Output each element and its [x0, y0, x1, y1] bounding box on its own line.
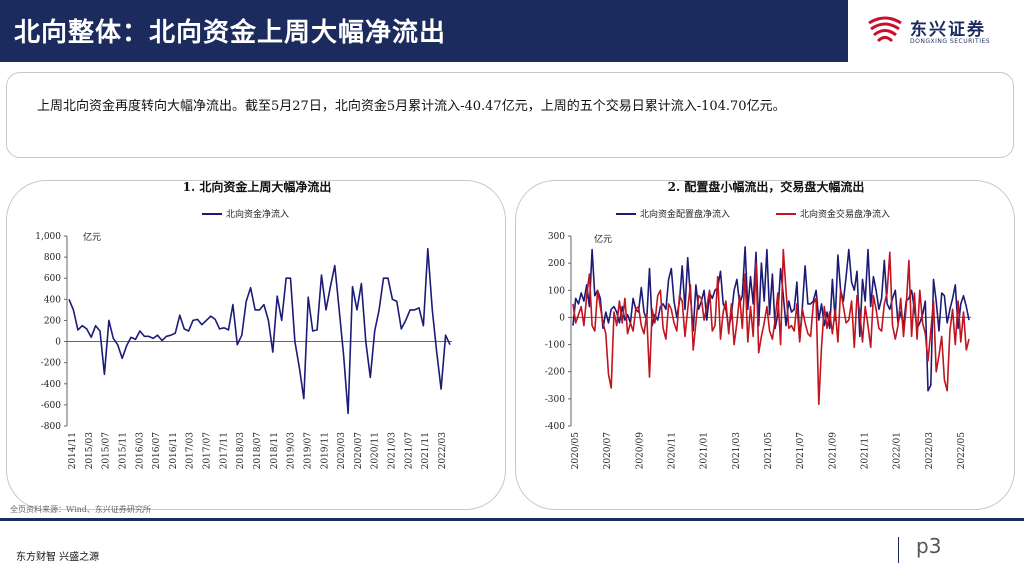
x-tick-label: 2020/11 [668, 432, 678, 469]
x-tick-label: 2016/03 [135, 432, 145, 470]
y-tick-label: -200 [41, 359, 61, 369]
x-tick-label: 2019/11 [320, 432, 330, 469]
summary-box: 上周北向资金再度转向大幅净流出。截至5月27日，北向资金5月累计流入-40.47… [6, 72, 1014, 158]
page-number: p3 [916, 534, 942, 558]
x-tick-label: 2018/11 [270, 432, 280, 469]
legend-label-1: 北向资金交易盘净流入 [800, 208, 890, 220]
logo-name-cn: 东兴证券 [910, 20, 986, 40]
y-tick-label: -200 [545, 368, 565, 378]
x-tick-label: 2021/01 [700, 432, 710, 469]
x-tick-label: 2021/09 [828, 432, 838, 470]
footer-divider [0, 518, 1024, 521]
summary-text: 上周北向资金再度转向大幅净流出。截至5月27日，北向资金5月累计流入-40.47… [37, 99, 786, 114]
y-axis-unit: 亿元 [594, 233, 612, 245]
x-tick-label: 2021/03 [388, 432, 398, 470]
x-tick-label: 2021/07 [404, 432, 414, 470]
x-tick-label: 2016/07 [152, 432, 162, 470]
series-line-0 [68, 247, 451, 415]
x-tick-label: 2021/03 [732, 432, 742, 470]
y-tick-label: 200 [548, 259, 565, 269]
x-tick-label: 2016/11 [169, 432, 179, 469]
x-tick-label: 2021/11 [421, 432, 431, 469]
x-tick-label: 2020/09 [635, 432, 645, 470]
chart-panel-allocation-trading: 2. 配置盘小幅流出，交易盘大幅流出北向资金配置盘净流入 北向资金交易盘净流入 -4… [515, 180, 1015, 510]
x-tick-label: 2021/05 [764, 432, 774, 470]
y-tick-label: 800 [44, 253, 61, 263]
y-tick-label: 300 [548, 232, 565, 242]
x-tick-label: 2018/07 [253, 432, 263, 470]
x-tick-label: 2022/03 [438, 432, 448, 470]
header-bar: 北向整体：北向资金上周大幅净流出 [0, 0, 848, 62]
chart-title: 1. 北向资金上周大幅净流出 [183, 181, 332, 194]
page-title: 北向整体：北向资金上周大幅净流出 [14, 18, 447, 48]
source-note: 全页资料来源：Wind、东兴证券研究所 [10, 505, 151, 514]
x-tick-label: 2022/05 [957, 432, 967, 470]
y-tick-label: 1,000 [35, 232, 61, 242]
x-tick-label: 2015/07 [102, 432, 112, 470]
y-tick-label: -800 [41, 422, 61, 432]
x-tick-label: 2019/03 [287, 432, 297, 470]
page-number-separator [898, 537, 899, 563]
x-tick-label: 2020/05 [571, 432, 581, 470]
x-tick-label: 2014/11 [68, 432, 78, 469]
y-axis-unit: 亿元 [83, 231, 101, 243]
x-tick-label: 2017/07 [203, 432, 213, 470]
x-tick-label: 2020/07 [354, 432, 364, 470]
x-tick-label: 2022/03 [925, 432, 935, 470]
legend-label-0: 北向资金配置盘净流入 [640, 208, 730, 220]
chart-title: 2. 配置盘小幅流出，交易盘大幅流出 [668, 181, 865, 194]
x-tick-label: 2021/11 [861, 432, 871, 469]
y-tick-label: -600 [41, 401, 61, 411]
company-logo: 东兴证券 DONGXING SECURITIES [850, 0, 1024, 62]
x-tick-label: 2017/03 [186, 432, 196, 470]
x-tick-label: 2020/03 [337, 432, 347, 470]
y-tick-label: 600 [44, 274, 61, 284]
x-tick-label: 2022/01 [893, 432, 903, 469]
y-tick-label: 0 [559, 313, 565, 323]
x-tick-label: 2017/11 [219, 432, 229, 469]
series-line-1 [572, 248, 970, 406]
y-tick-label: 400 [44, 295, 61, 305]
y-tick-label: 200 [44, 316, 61, 326]
y-tick-label: -400 [41, 380, 61, 390]
footer-slogan: 东方财智 兴盛之源 [16, 552, 100, 563]
y-tick-label: 100 [548, 286, 565, 296]
logo-name-en: DONGXING SECURITIES [910, 38, 991, 45]
chart-panel-northbound: 1. 北向资金上周大幅净流出 北向资金净流入 -800 -600 -400 -200 0 20… [6, 180, 506, 510]
x-tick-label: 2021/07 [796, 432, 806, 470]
y-tick-label: -100 [545, 341, 565, 351]
x-tick-label: 2015/03 [85, 432, 95, 470]
x-tick-label: 2019/07 [303, 432, 313, 470]
y-tick-label: -400 [545, 422, 565, 432]
x-tick-label: 2015/11 [118, 432, 128, 469]
x-tick-label: 2020/11 [371, 432, 381, 469]
x-tick-label: 2018/03 [236, 432, 246, 470]
x-tick-label: 2020/07 [603, 432, 613, 470]
y-tick-label: -300 [545, 395, 565, 405]
legend-label-0: 北向资金净流入 [226, 208, 289, 220]
logo-mark-icon [868, 16, 902, 43]
y-tick-label: 0 [55, 338, 61, 348]
